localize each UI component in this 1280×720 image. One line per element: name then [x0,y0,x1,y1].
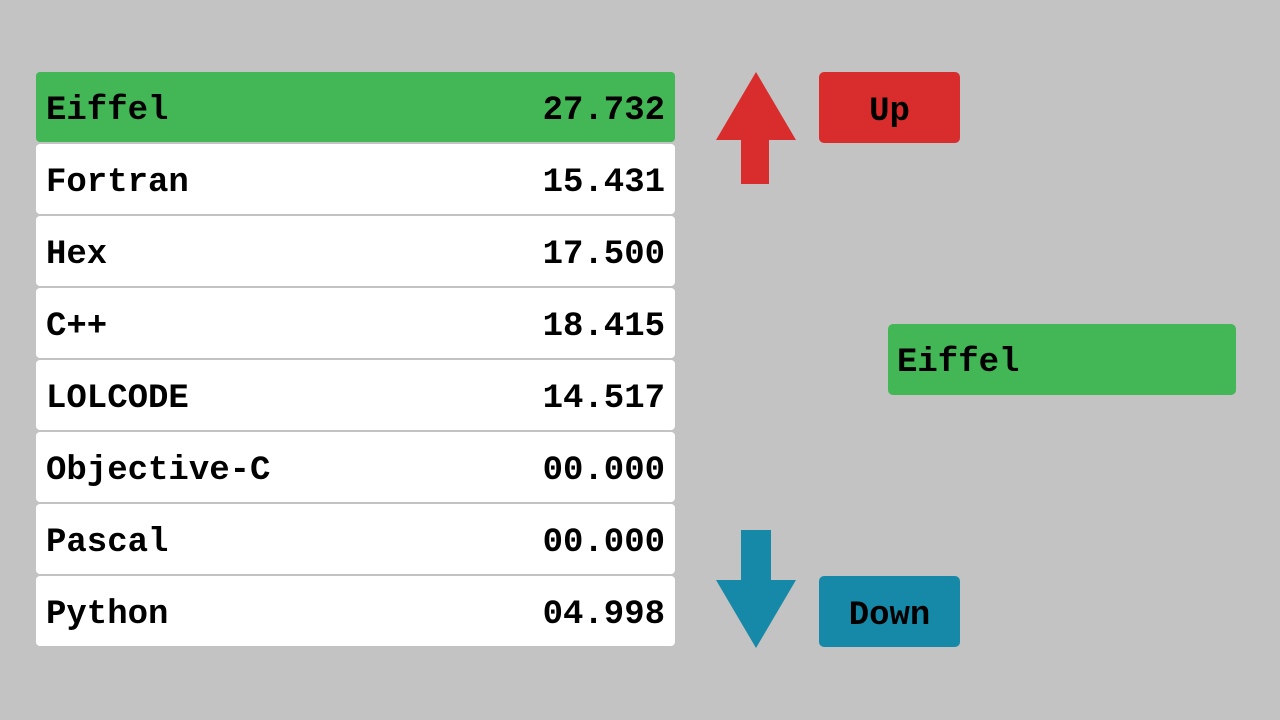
list-item-hex[interactable]: Hex 17.500 [36,216,675,286]
list-item-value: 00.000 [542,524,665,562]
down-button[interactable]: Down [819,576,960,647]
list-item-label: Eiffel [46,92,169,130]
list-item-value: 15.431 [542,164,665,202]
arrow-up-icon[interactable] [716,72,796,189]
list-item-value: 17.500 [542,236,665,274]
selected-item-display: Eiffel [888,324,1236,395]
list-item-lolcode[interactable]: LOLCODE 14.517 [36,360,675,430]
list-item-value: 18.415 [542,308,665,346]
list-item-objective-c[interactable]: Objective-C 00.000 [36,432,675,502]
list-item-label: Hex [46,236,108,274]
list-item-value: 14.517 [542,380,665,418]
arrow-down-icon[interactable] [716,530,796,653]
list-item-value: 00.000 [542,452,665,490]
list-item-label: Pascal [46,524,169,562]
list-item-eiffel[interactable]: Eiffel 27.732 [36,72,675,142]
list-item-fortran[interactable]: Fortran 15.431 [36,144,675,214]
list-item-label: Python [46,596,169,634]
list-item-cpp[interactable]: C++ 18.415 [36,288,675,358]
up-button[interactable]: Up [819,72,960,143]
list-item-label: C++ [46,308,108,346]
list-item-value: 04.998 [542,596,665,634]
list-item-pascal[interactable]: Pascal 00.000 [36,504,675,574]
list-item-label: LOLCODE [46,380,189,418]
list-item-label: Objective-C [46,452,271,490]
list-item-python[interactable]: Python 04.998 [36,576,675,646]
list-item-value: 27.732 [542,92,665,130]
selected-item-label: Eiffel [897,344,1020,382]
list-item-label: Fortran [46,164,189,202]
